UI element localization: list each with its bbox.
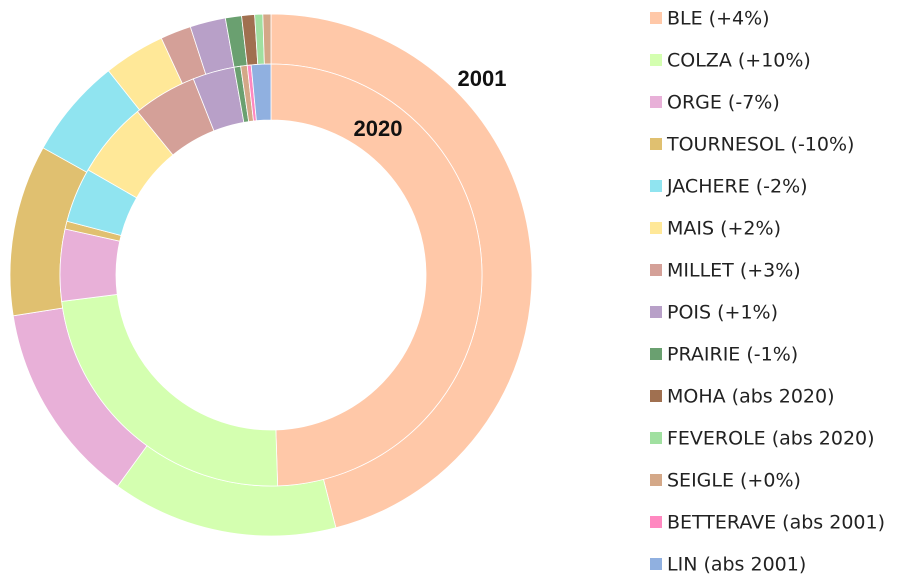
inner-ring-label: 2020 xyxy=(354,116,403,141)
legend-swatch xyxy=(650,222,662,234)
donut-slice xyxy=(262,13,272,65)
legend-swatch xyxy=(650,432,662,444)
donut xyxy=(9,13,533,537)
donut-slice xyxy=(250,63,272,122)
legend-swatch xyxy=(650,180,662,192)
legend-label: JACHERE (-2%) xyxy=(666,176,808,198)
legend-swatch xyxy=(650,516,662,528)
donut-slice xyxy=(270,63,483,487)
legend-swatch xyxy=(650,54,662,66)
legend-label: SEIGLE (+0%) xyxy=(667,470,801,492)
legend-label: MAIS (+2%) xyxy=(667,218,781,240)
outer-ring-label: 2001 xyxy=(458,66,507,91)
legend-label: LIN (abs 2001) xyxy=(667,554,806,575)
legend-swatch xyxy=(650,96,662,108)
legend-swatch xyxy=(650,306,662,318)
legend: BLE (+4%) COLZA (+10%) ORGE (-7%) TOURNESOL… xyxy=(650,8,885,575)
legend-swatch xyxy=(650,12,662,24)
legend-swatch xyxy=(650,264,662,276)
legend-label: BETTERAVE (abs 2001) xyxy=(667,512,885,534)
legend-label: POIS (+1%) xyxy=(667,302,778,324)
legend-swatch xyxy=(650,348,662,360)
legend-label: FEVEROLE (abs 2020) xyxy=(667,428,875,450)
legend-swatch xyxy=(650,390,662,402)
legend-label: MILLET (+3%) xyxy=(667,260,801,282)
legend-label: MOHA (abs 2020) xyxy=(667,386,835,408)
donut-slice xyxy=(59,228,121,302)
legend-label: COLZA (+10%) xyxy=(667,50,811,72)
legend-label: BLE (+4%) xyxy=(667,8,770,30)
legend-label: TOURNESOL (-10%) xyxy=(666,134,854,156)
legend-swatch xyxy=(650,138,662,150)
legend-swatch xyxy=(650,474,662,486)
legend-label: ORGE (-7%) xyxy=(667,92,780,114)
legend-label: PRAIRIE (-1%) xyxy=(667,344,798,366)
legend-swatch xyxy=(650,558,662,570)
